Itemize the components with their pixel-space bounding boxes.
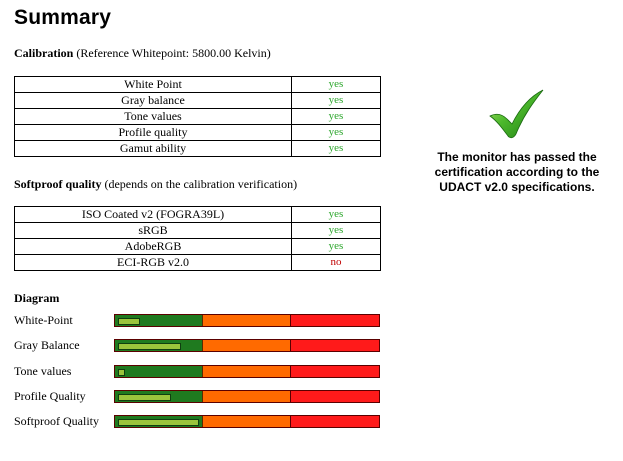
quality-level-fill bbox=[118, 419, 199, 426]
certification-badge: The monitor has passed the certification… bbox=[425, 88, 609, 195]
diagram-heading: Diagram bbox=[14, 291, 60, 305]
bar-segment-bad bbox=[290, 315, 379, 326]
bar-segment-bad bbox=[290, 340, 379, 351]
calibration-table: White Point yes Gray balance yes Tone va… bbox=[14, 76, 381, 157]
quality-level-fill bbox=[118, 343, 181, 350]
calibration-result: yes bbox=[291, 140, 381, 157]
table-row: White Point yes bbox=[14, 76, 381, 93]
bar-segment-medium bbox=[202, 391, 291, 402]
softproof-result: yes bbox=[291, 238, 381, 255]
calibration-title: Calibration bbox=[14, 46, 74, 60]
page-title: Summary bbox=[14, 6, 112, 29]
table-row: ISO Coated v2 (FOGRA39L) yes bbox=[14, 206, 381, 223]
diagram-row-label: Profile Quality bbox=[14, 389, 86, 403]
table-row: AdobeRGB yes bbox=[14, 238, 381, 255]
calibration-subtitle: (Reference Whitepoint: 5800.00 Kelvin) bbox=[76, 46, 271, 60]
checkmark-icon bbox=[489, 89, 544, 139]
calibration-result: yes bbox=[291, 124, 381, 141]
bar-segment-bad bbox=[290, 416, 379, 427]
diagram-row-label: Softproof Quality bbox=[14, 414, 99, 428]
calibration-label: Gray balance bbox=[14, 92, 292, 109]
diagram-row: White-Point bbox=[14, 313, 380, 328]
table-row: Gray balance yes bbox=[14, 92, 381, 109]
calibration-result: yes bbox=[291, 108, 381, 125]
quality-level-fill bbox=[118, 369, 125, 376]
bar-segment-bad bbox=[290, 366, 379, 377]
softproof-result: yes bbox=[291, 222, 381, 239]
calibration-heading: Calibration (Reference Whitepoint: 5800.… bbox=[14, 46, 271, 61]
quality-level-fill bbox=[118, 318, 140, 325]
softproof-result: yes bbox=[291, 206, 381, 223]
calibration-result: yes bbox=[291, 92, 381, 109]
diagram-row-label: Tone values bbox=[14, 364, 72, 378]
diagram-row: Softproof Quality bbox=[14, 414, 380, 429]
table-row: Profile quality yes bbox=[14, 124, 381, 141]
quality-bar bbox=[114, 339, 380, 352]
certification-text: The monitor has passed the certification… bbox=[434, 150, 600, 194]
calibration-label: Profile quality bbox=[14, 124, 292, 141]
softproof-label: sRGB bbox=[14, 222, 292, 239]
calibration-label: Gamut ability bbox=[14, 140, 292, 157]
bar-segment-medium bbox=[202, 340, 291, 351]
softproof-heading: Softproof quality (depends on the calibr… bbox=[14, 177, 297, 192]
softproof-label: AdobeRGB bbox=[14, 238, 292, 255]
bar-segment-medium bbox=[202, 366, 291, 377]
diagram-row: Profile Quality bbox=[14, 389, 380, 404]
softproof-title: Softproof quality bbox=[14, 177, 102, 191]
quality-bar bbox=[114, 314, 380, 327]
calibration-result: yes bbox=[291, 76, 381, 93]
softproof-result: no bbox=[291, 254, 381, 271]
table-row: Gamut ability yes bbox=[14, 140, 381, 157]
table-row: ECI-RGB v2.0 no bbox=[14, 254, 381, 271]
bar-segment-good bbox=[115, 315, 203, 326]
bar-segment-medium bbox=[202, 315, 291, 326]
table-row: sRGB yes bbox=[14, 222, 381, 239]
table-row: Tone values yes bbox=[14, 108, 381, 125]
softproof-table: ISO Coated v2 (FOGRA39L) yes sRGB yes Ad… bbox=[14, 206, 381, 271]
quality-bar bbox=[114, 365, 380, 378]
bar-segment-bad bbox=[290, 391, 379, 402]
diagram-row: Tone values bbox=[14, 364, 380, 379]
quality-bar bbox=[114, 390, 380, 403]
bar-segment-good bbox=[115, 366, 203, 377]
calibration-label: Tone values bbox=[14, 108, 292, 125]
softproof-label: ECI-RGB v2.0 bbox=[14, 254, 292, 271]
bar-segment-medium bbox=[202, 416, 291, 427]
diagram-row: Gray Balance bbox=[14, 338, 380, 353]
diagram-row-label: Gray Balance bbox=[14, 338, 80, 352]
softproof-subtitle: (depends on the calibration verification… bbox=[104, 177, 298, 191]
softproof-label: ISO Coated v2 (FOGRA39L) bbox=[14, 206, 292, 223]
quality-bar bbox=[114, 415, 380, 428]
quality-level-fill bbox=[118, 394, 171, 401]
calibration-label: White Point bbox=[14, 76, 292, 93]
diagram-row-label: White-Point bbox=[14, 313, 73, 327]
